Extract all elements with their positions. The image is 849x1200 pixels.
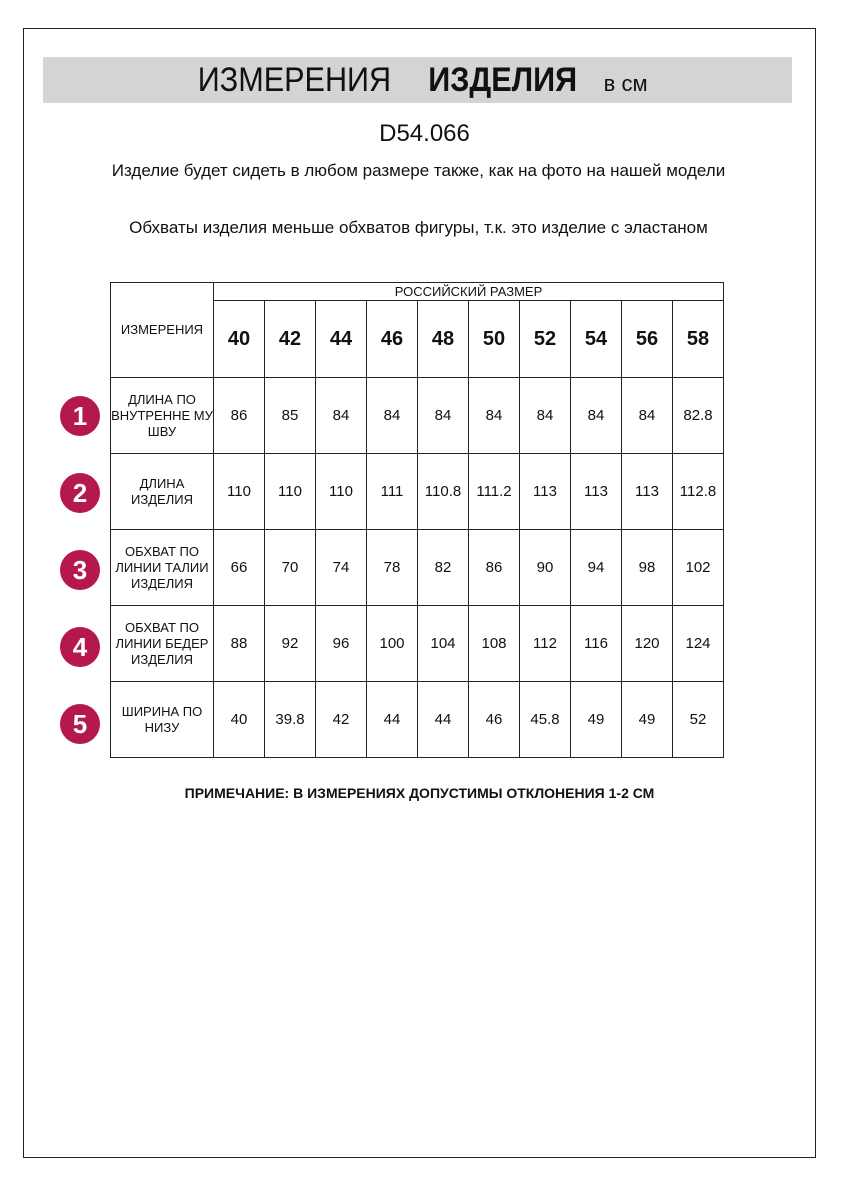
title-part2: ИЗДЕЛИЯ	[428, 61, 578, 99]
note-1: Изделие будет сидеть в любом размере так…	[111, 161, 726, 180]
value-cell: 102	[672, 529, 724, 606]
table-row: ДЛИНА ПО ВНУТРЕННЕ МУ ШВУ 86 85 84 84 84 84 84 8…	[110, 377, 724, 454]
row-label: ОБХВАТ ПО ЛИНИИ БЕДЕР ИЗДЕЛИЯ	[110, 605, 214, 682]
value-cell: 96	[315, 605, 367, 682]
value-cell: 82	[417, 529, 469, 606]
title-part1: ИЗМЕРЕНИЯ	[198, 61, 392, 99]
value-cell: 111.2	[468, 453, 520, 530]
row-number-badge: 1	[60, 396, 100, 436]
size-header: 58	[672, 300, 724, 378]
value-cell: 113	[621, 453, 673, 530]
value-cell: 124	[672, 605, 724, 682]
value-cell: 111	[366, 453, 418, 530]
size-header: 40	[213, 300, 265, 378]
product-code: D54.066	[379, 120, 470, 147]
size-header: 50	[468, 300, 520, 378]
value-cell: 84	[519, 377, 571, 454]
value-cell: 110.8	[417, 453, 469, 530]
size-header: 46	[366, 300, 418, 378]
size-header: 56	[621, 300, 673, 378]
value-cell: 52	[672, 681, 724, 758]
value-cell: 49	[621, 681, 673, 758]
footnote: ПРИМЕЧАНИЕ: В ИЗМЕРЕНИЯХ ДОПУСТИМЫ ОТКЛО…	[184, 785, 655, 801]
row-number-badge: 4	[60, 627, 100, 667]
value-cell: 112	[519, 605, 571, 682]
value-cell: 74	[315, 529, 367, 606]
value-cell: 120	[621, 605, 673, 682]
value-cell: 44	[366, 681, 418, 758]
value-cell: 66	[213, 529, 265, 606]
group-header: РОССИЙСКИЙ РАЗМЕР	[213, 282, 724, 301]
table-row: ОБХВАТ ПО ЛИНИИ ТАЛИИ ИЗДЕЛИЯ 66 70 74 78 82 8…	[110, 529, 724, 606]
value-cell: 112.8	[672, 453, 724, 530]
row-label: ДЛИНА ПО ВНУТРЕННЕ МУ ШВУ	[110, 377, 214, 454]
row-label: ШИРИНА ПО НИЗУ	[110, 681, 214, 758]
value-cell: 110	[264, 453, 316, 530]
value-cell: 82.8	[672, 377, 724, 454]
corner-header: ИЗМЕРЕНИЯ	[110, 282, 214, 378]
title-band: ИЗМЕРЕНИЯ ИЗДЕЛИЯ в см	[43, 57, 792, 103]
size-header: 48	[417, 300, 469, 378]
value-cell: 88	[213, 605, 265, 682]
value-cell: 45.8	[519, 681, 571, 758]
value-cell: 116	[570, 605, 622, 682]
value-cell: 46	[468, 681, 520, 758]
value-cell: 85	[264, 377, 316, 454]
value-cell: 40	[213, 681, 265, 758]
value-cell: 90	[519, 529, 571, 606]
table-row: ШИРИНА ПО НИЗУ 40 39.8 42 44 44 46 45.8 49 49 52	[110, 681, 724, 758]
page-frame	[23, 28, 816, 1158]
table-row: ДЛИНА ИЗДЕЛИЯ 110 110 110 111 110.8 111.2 113 11…	[110, 453, 724, 530]
value-cell: 84	[570, 377, 622, 454]
value-cell: 39.8	[264, 681, 316, 758]
size-header: 44	[315, 300, 367, 378]
title-unit: в см	[603, 71, 648, 96]
size-header: 54	[570, 300, 622, 378]
value-cell: 49	[570, 681, 622, 758]
size-table: ИЗМЕРЕНИЯ РОССИЙСКИЙ РАЗМЕР 40 42 44 46 48 50…	[110, 282, 724, 758]
row-number-badge: 2	[60, 473, 100, 513]
value-cell: 86	[213, 377, 265, 454]
table-row: ОБХВАТ ПО ЛИНИИ БЕДЕР ИЗДЕЛИЯ 88 92 96 100 10…	[110, 605, 724, 682]
value-cell: 70	[264, 529, 316, 606]
size-header: 42	[264, 300, 316, 378]
value-cell: 113	[519, 453, 571, 530]
value-cell: 84	[621, 377, 673, 454]
value-cell: 86	[468, 529, 520, 606]
row-label: ДЛИНА ИЗДЕЛИЯ	[110, 453, 214, 530]
value-cell: 78	[366, 529, 418, 606]
row-number-badge: 5	[60, 704, 100, 744]
value-cell: 84	[417, 377, 469, 454]
value-cell: 110	[213, 453, 265, 530]
value-cell: 42	[315, 681, 367, 758]
value-cell: 84	[468, 377, 520, 454]
value-cell: 94	[570, 529, 622, 606]
value-cell: 44	[417, 681, 469, 758]
value-cell: 110	[315, 453, 367, 530]
value-cell: 113	[570, 453, 622, 530]
value-cell: 104	[417, 605, 469, 682]
value-cell: 92	[264, 605, 316, 682]
value-cell: 98	[621, 529, 673, 606]
size-header: 52	[519, 300, 571, 378]
value-cell: 108	[468, 605, 520, 682]
row-label: ОБХВАТ ПО ЛИНИИ ТАЛИИ ИЗДЕЛИЯ	[110, 529, 214, 606]
value-cell: 84	[366, 377, 418, 454]
value-cell: 84	[315, 377, 367, 454]
value-cell: 100	[366, 605, 418, 682]
row-number-badge: 3	[60, 550, 100, 590]
note-2: Обхваты изделия меньше обхватов фигуры, …	[129, 218, 708, 237]
